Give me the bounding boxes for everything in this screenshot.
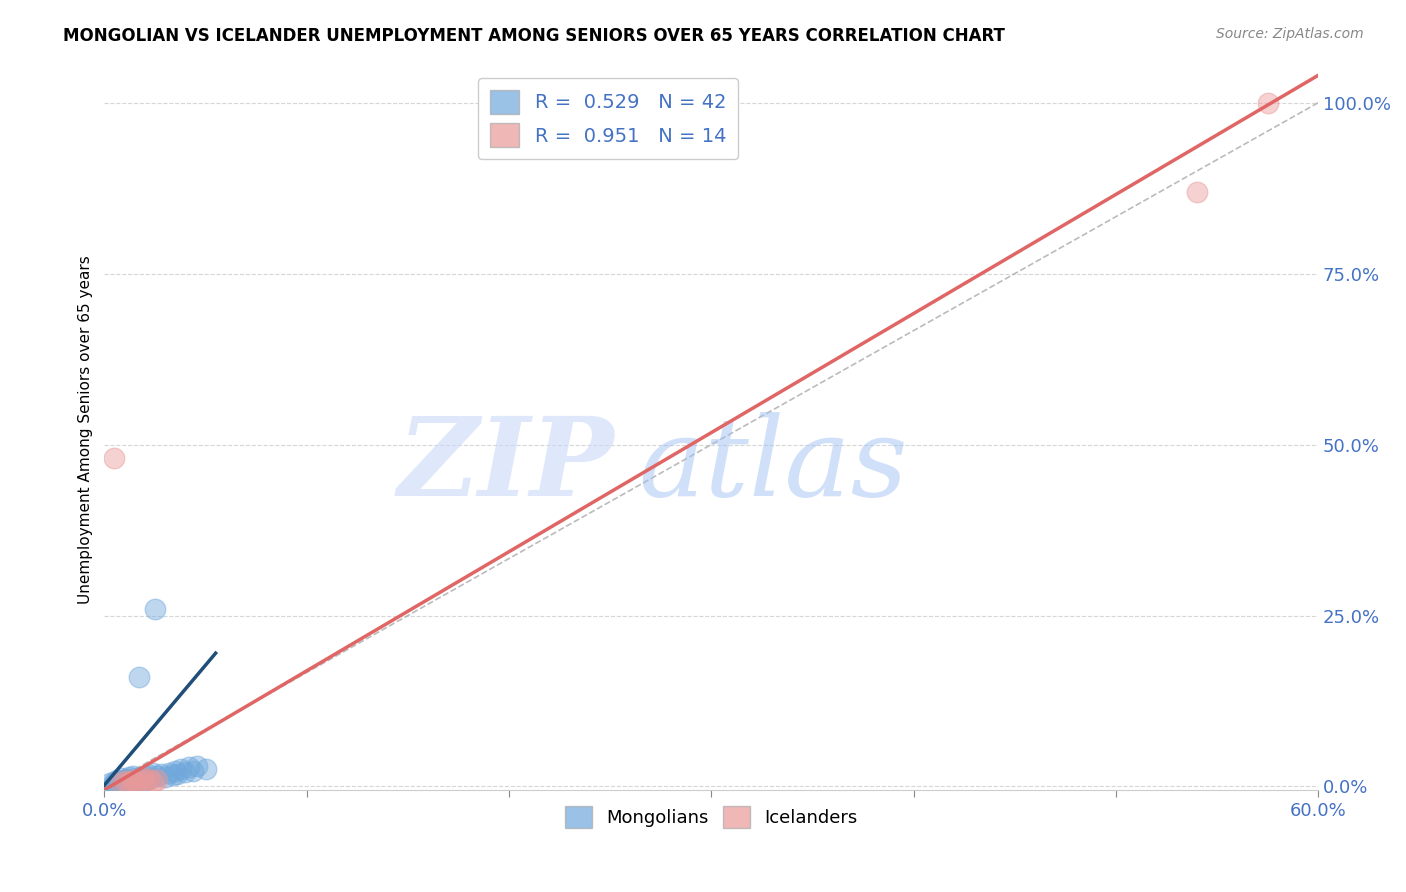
Point (132, 774, 155, 789)
Point (186, 759, 208, 773)
Point (110, 776, 132, 790)
Point (124, 771, 146, 785)
Point (114, 777, 136, 791)
Point (179, 760, 201, 774)
Point (129, 772, 152, 786)
Point (121, 772, 143, 787)
Point (170, 763, 193, 777)
Point (143, 601, 166, 615)
Point (118, 775, 141, 789)
Point (125, 773, 148, 788)
Point (153, 770, 176, 784)
Point (114, 774, 136, 789)
Point (135, 772, 157, 786)
Point (134, 769, 156, 783)
Legend: Mongolians, Icelanders: Mongolians, Icelanders (557, 798, 865, 835)
Point (103, 775, 125, 789)
Point (124, 774, 146, 789)
Point (114, 773, 136, 788)
Point (139, 771, 162, 785)
Point (146, 772, 169, 787)
Point (121, 772, 143, 787)
Text: atlas: atlas (638, 411, 908, 519)
Point (128, 670, 150, 684)
Point (103, 451, 125, 466)
Point (138, 772, 160, 786)
Point (134, 774, 156, 789)
Point (115, 775, 138, 789)
Point (115, 772, 138, 786)
Point (111, 774, 134, 789)
Point (1257, 95, 1279, 110)
Point (105, 772, 128, 787)
Point (166, 766, 188, 780)
Point (110, 776, 132, 790)
Point (107, 774, 129, 789)
Point (121, 768, 143, 782)
Point (146, 768, 169, 782)
Text: Source: ZipAtlas.com: Source: ZipAtlas.com (1216, 27, 1364, 41)
Text: MONGOLIAN VS ICELANDER UNEMPLOYMENT AMONG SENIORS OVER 65 YEARS CORRELATION CHAR: MONGOLIAN VS ICELANDER UNEMPLOYMENT AMON… (63, 27, 1005, 45)
Point (142, 765, 165, 780)
Point (118, 774, 141, 789)
Point (150, 767, 173, 781)
Point (174, 765, 197, 780)
Point (194, 762, 217, 776)
Text: ZIP: ZIP (398, 411, 614, 519)
Point (110, 772, 132, 786)
Point (132, 772, 155, 786)
Point (165, 764, 187, 779)
Y-axis label: Unemployment Among Seniors over 65 years: Unemployment Among Seniors over 65 years (79, 255, 93, 604)
Point (128, 773, 150, 788)
Point (100, 776, 122, 790)
Point (162, 768, 184, 782)
Point (1185, 185, 1208, 199)
Point (103, 777, 125, 791)
Point (120, 774, 142, 789)
Point (157, 765, 180, 780)
Point (124, 775, 146, 789)
Point (118, 770, 141, 784)
Point (138, 768, 160, 782)
Point (183, 764, 205, 778)
Point (142, 774, 165, 789)
